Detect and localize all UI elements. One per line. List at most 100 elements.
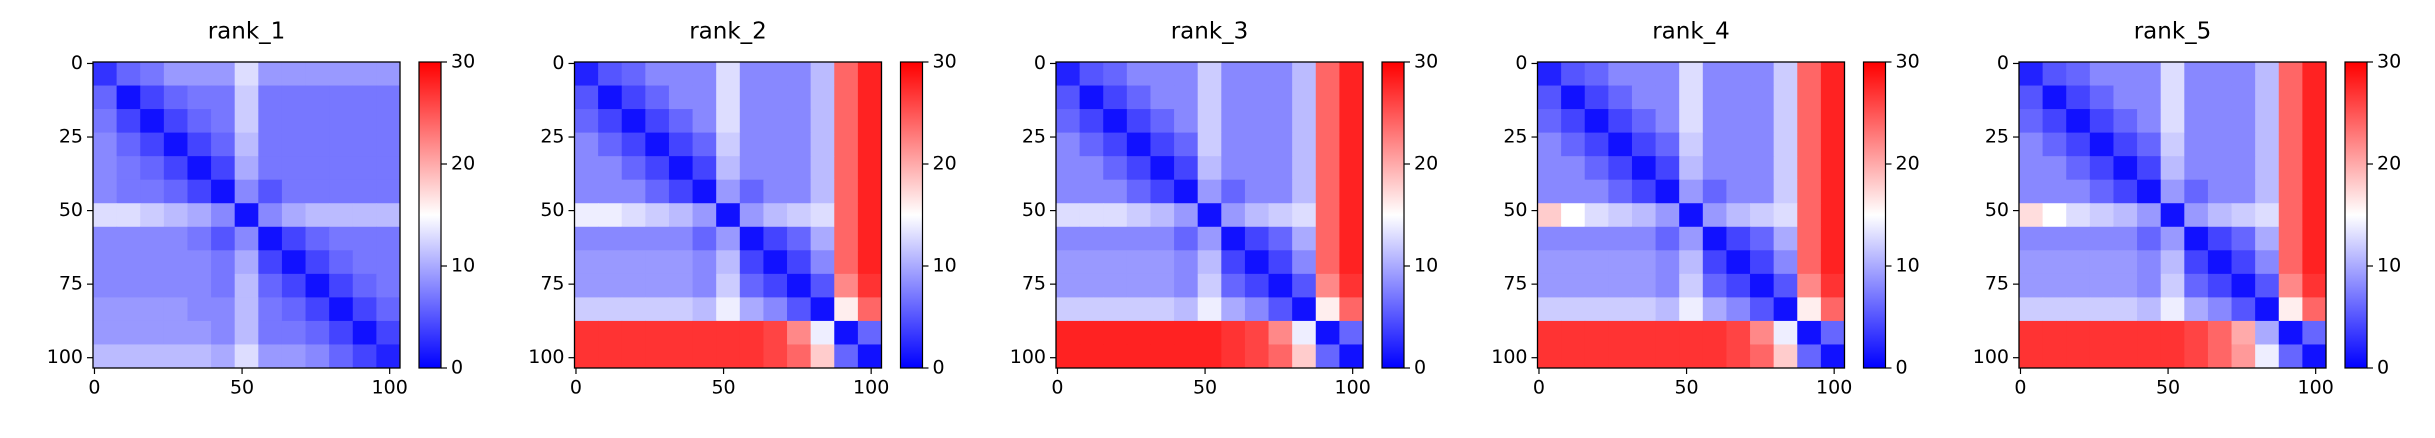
y-tick-label: 100: [1973, 346, 2009, 368]
heatmap-cell: [1056, 85, 1081, 110]
heatmap-cell: [140, 203, 165, 228]
heatmap-cell: [305, 203, 330, 228]
heatmap-cell: [692, 179, 717, 204]
heatmap-cell: [2019, 226, 2044, 251]
heatmap-cell: [1244, 203, 1270, 228]
heatmap-cell: [2278, 344, 2303, 369]
heatmap-cell: [1292, 226, 1317, 251]
heatmap-cell: [1103, 344, 1128, 369]
heatmap-cell: [739, 273, 764, 298]
heatmap-cell: [1702, 273, 1727, 298]
heatmap-cell: [668, 203, 694, 228]
heatmap-cell: [739, 62, 764, 87]
colorbar: [418, 61, 442, 369]
heatmap-cell: [2113, 156, 2138, 181]
heatmap-cell: [1773, 109, 1798, 134]
heatmap-cell: [1608, 203, 1633, 228]
heatmap-cell: [739, 156, 764, 181]
heatmap-cell: [810, 226, 835, 251]
heatmap-cell: [2113, 85, 2138, 110]
heatmap-cell: [93, 273, 118, 298]
heatmap-cell: [305, 226, 330, 251]
heatmap-cell: [1726, 344, 1751, 369]
heatmap-cell: [329, 250, 354, 275]
heatmap-cell: [163, 179, 188, 204]
heatmap-cell: [2042, 250, 2067, 275]
axes-frame: [2018, 61, 2327, 369]
heatmap-cell: [2066, 132, 2091, 157]
heatmap-cell: [1197, 273, 1222, 298]
heatmap-cell: [1079, 179, 1104, 204]
heatmap-cell: [1773, 297, 1798, 322]
heatmap-cell: [1244, 273, 1270, 298]
heatmap-cell: [1702, 179, 1727, 204]
heatmap-cell: [234, 156, 259, 181]
heatmap-cell: [2113, 226, 2138, 251]
heatmap-cell: [2278, 273, 2303, 298]
heatmap-cell: [1797, 250, 1822, 275]
heatmap-cell: [1679, 344, 1704, 369]
heatmap-cell: [2231, 132, 2256, 157]
colorbar-tick-label: 20: [933, 153, 957, 175]
heatmap-cell: [1126, 203, 1151, 228]
heatmap-cell: [2019, 179, 2044, 204]
heatmap-cell: [211, 85, 236, 110]
heatmap-cell: [1631, 179, 1657, 204]
heatmap-cell: [211, 132, 236, 157]
heatmap-cell: [1339, 320, 1364, 345]
heatmap-cell: [2160, 109, 2185, 134]
heatmap-cell: [1150, 344, 1175, 369]
heatmap-cell: [763, 203, 788, 228]
heatmap-cell: [1702, 132, 1727, 157]
x-tick-label: 50: [1674, 377, 1698, 399]
heatmap-cell: [1655, 250, 1680, 275]
heatmap-cell: [1561, 203, 1586, 228]
heatmap-cell: [1339, 109, 1364, 134]
heatmap-cell: [1268, 109, 1293, 134]
x-tick-label: 100: [2298, 377, 2334, 399]
heatmap-cell: [2278, 179, 2303, 204]
heatmap-cell: [2089, 132, 2114, 157]
chart-title: rank_4: [1652, 19, 1730, 45]
heatmap-cell: [2302, 250, 2327, 275]
heatmap-cell: [1221, 62, 1246, 87]
heatmap-cell: [305, 179, 330, 204]
heatmap-cell: [2066, 85, 2091, 110]
heatmap-cell: [2137, 226, 2162, 251]
heatmap-cell: [1292, 85, 1317, 110]
heatmap-cell: [376, 203, 401, 228]
heatmap-cell: [1561, 250, 1586, 275]
heatmap-cell: [1103, 156, 1128, 181]
heatmap-cell: [281, 179, 307, 204]
heatmap-cell: [258, 203, 283, 228]
heatmap-cell: [739, 226, 764, 251]
heatmap-cell: [1702, 62, 1727, 87]
heatmap-cell: [2113, 344, 2138, 369]
x-tick-label: 50: [1193, 377, 1217, 399]
heatmap-cell: [352, 156, 377, 181]
heatmap-cell: [763, 250, 788, 275]
y-tick-label: 0: [552, 52, 564, 74]
heatmap-cell: [2160, 132, 2185, 157]
heatmap-cell: [163, 297, 188, 322]
heatmap-cell: [645, 344, 670, 369]
heatmap-cell: [2019, 109, 2044, 134]
heatmap-cell: [140, 62, 165, 87]
x-tick-label: 0: [570, 377, 582, 399]
heatmap-cell: [2278, 62, 2303, 87]
heatmap-cell: [1174, 85, 1199, 110]
heatmap-cell: [1655, 109, 1680, 134]
heatmap-cell: [1150, 109, 1175, 134]
heatmap-cell: [2137, 344, 2162, 369]
heatmap-cell: [668, 62, 694, 87]
heatmap-cell: [1268, 179, 1293, 204]
x-tick-label: 100: [1816, 377, 1852, 399]
heatmap-cell: [140, 344, 165, 369]
heatmap-cell: [1056, 320, 1081, 345]
heatmap-cell: [645, 156, 670, 181]
heatmap-cell: [258, 344, 283, 369]
heatmap-cell: [574, 273, 599, 298]
heatmap-cell: [787, 297, 812, 322]
colorbar-tick-label: 0: [451, 357, 463, 379]
colorbar-tick-label: 20: [451, 153, 475, 175]
